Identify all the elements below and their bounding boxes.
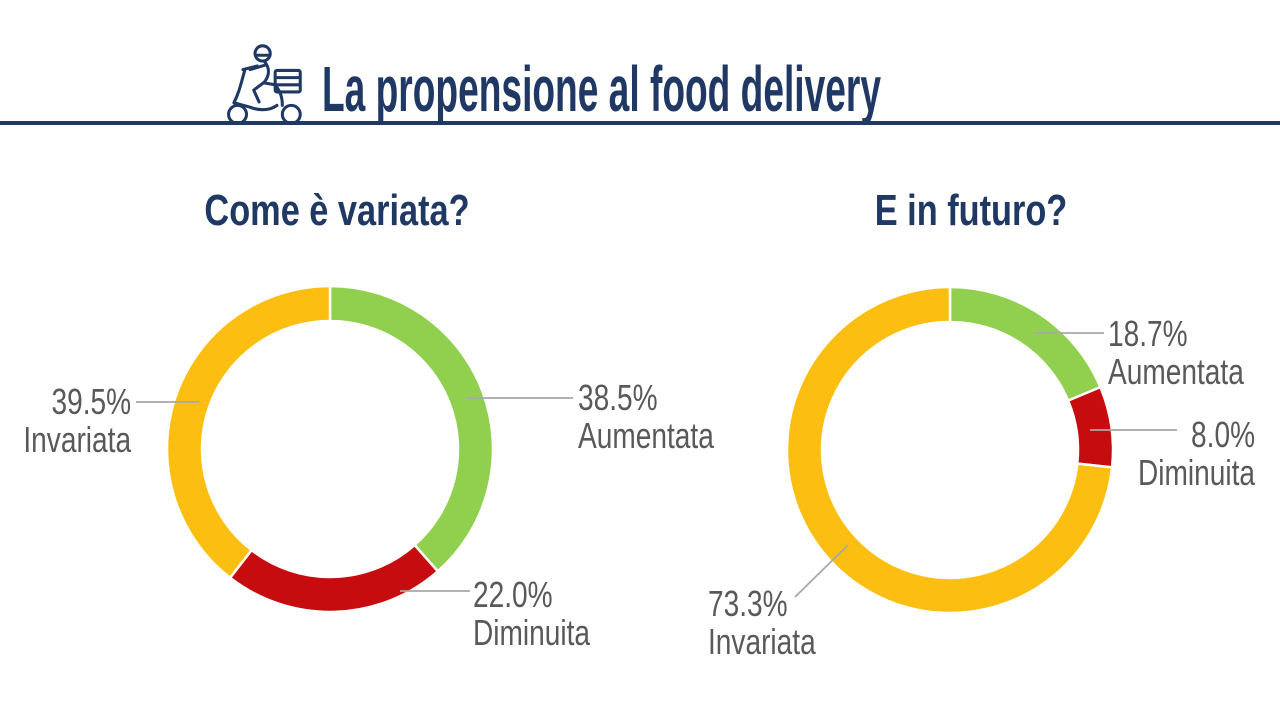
callout-label: Diminuita (1137, 452, 1255, 493)
donut-segment-aumentata (948, 285, 1102, 402)
callout-label: Aumentata (578, 415, 714, 456)
callout-value: 8.0% (1190, 414, 1255, 455)
callout-diminuita-right: 8.0% Diminuita (1138, 416, 1255, 492)
callout-value: 18.7% (1108, 313, 1188, 354)
callout-label: Invariata (23, 419, 131, 460)
donut-chart-variation (165, 284, 495, 614)
header-divider (0, 121, 1280, 125)
callout-invariata-left: 39.5% Invariata (23, 383, 131, 459)
donut-segment-diminuita (1066, 385, 1115, 469)
callout-label: Invariata (708, 621, 816, 662)
callout-label: Aumentata (1108, 351, 1244, 392)
callout-diminuita-left: 22.0% Diminuita (473, 576, 590, 652)
donut-segment-aumentata (328, 284, 495, 573)
callout-value: 22.0% (473, 574, 553, 615)
donut-segment-invariata (785, 285, 1114, 615)
donut-segment-invariata (165, 284, 332, 580)
chart-title-future: E in futuro? (874, 186, 1068, 235)
callout-value: 39.5% (51, 381, 132, 422)
page-title: La propensione al food delivery (322, 53, 881, 125)
chart-title-variation: Come è variata? (204, 186, 470, 235)
callout-value: 38.5% (578, 377, 658, 418)
donut-chart-future (785, 285, 1115, 615)
callout-aumentata-right: 18.7% Aumentata (1108, 315, 1244, 391)
callout-invariata-right: 73.3% Invariata (708, 585, 816, 661)
delivery-scooter-icon (227, 44, 302, 125)
donut-segment-diminuita (228, 543, 440, 614)
callout-value: 73.3% (708, 583, 788, 624)
callout-aumentata-left: 38.5% Aumentata (578, 379, 714, 455)
callout-label: Diminuita (473, 612, 591, 653)
